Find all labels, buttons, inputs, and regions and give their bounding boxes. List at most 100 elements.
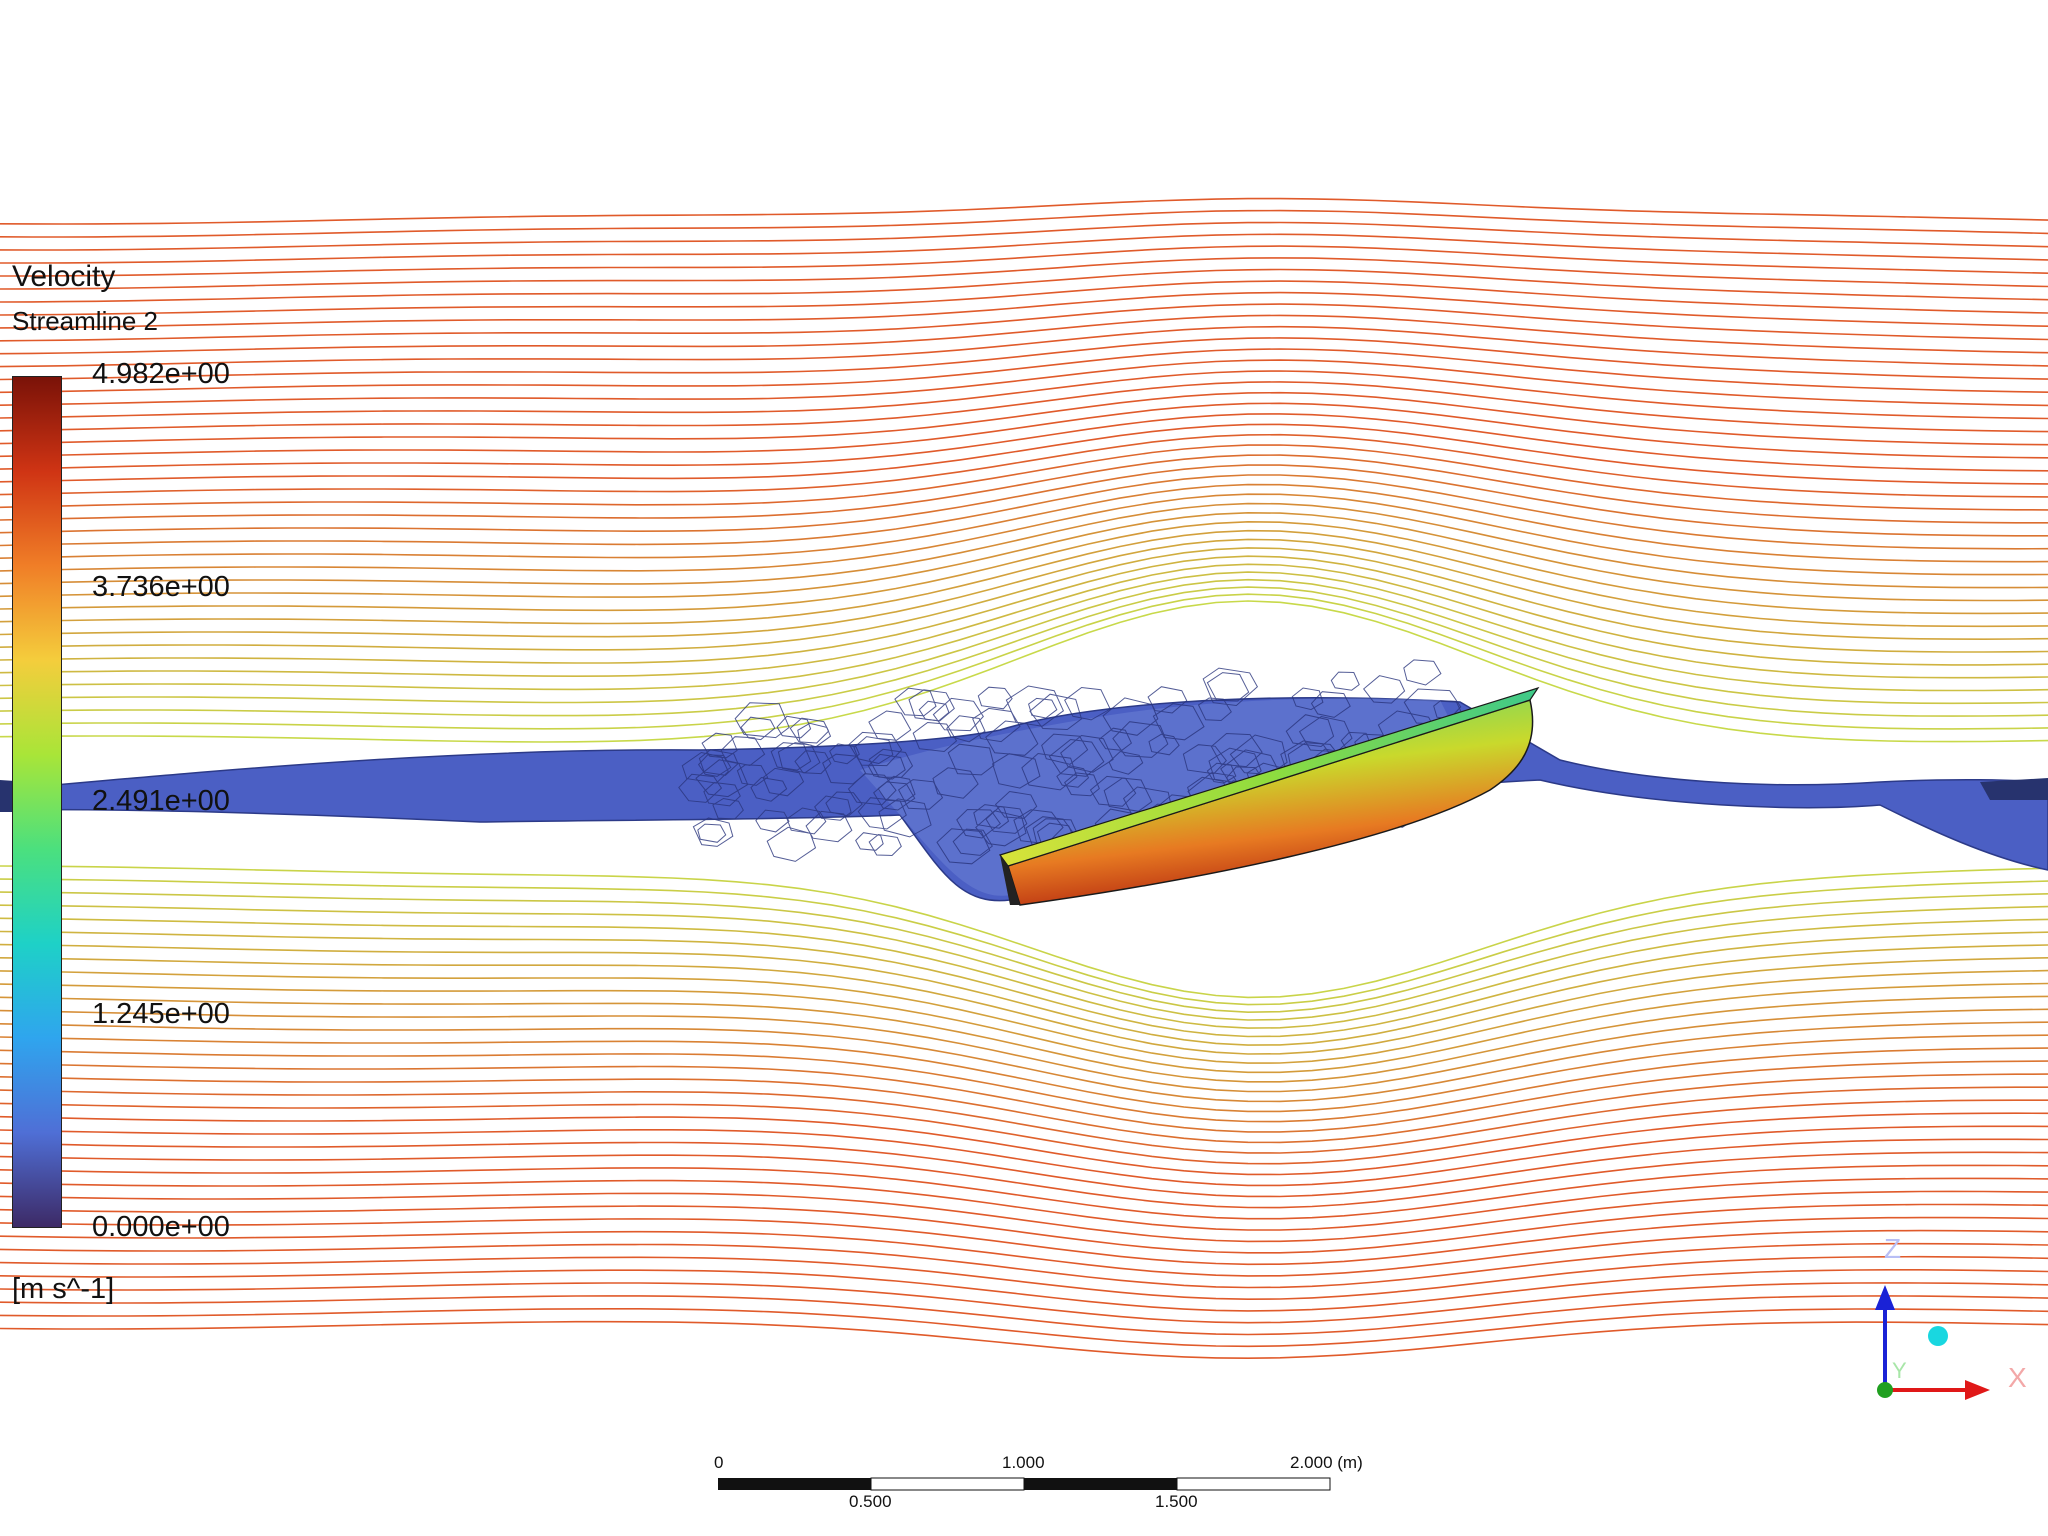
mesh-cell (736, 764, 769, 786)
streamline (0, 957, 2048, 1055)
streamline (0, 1008, 2048, 1093)
mesh-cell (797, 722, 832, 748)
mesh-cell (947, 743, 995, 776)
mesh-cell (740, 716, 776, 741)
streamline (0, 464, 2048, 537)
streamline (0, 1073, 2048, 1144)
streamline (0, 1282, 2048, 1324)
streamline (0, 493, 2048, 576)
mesh-cell (734, 702, 790, 739)
mesh-cell (908, 689, 955, 722)
streamline (0, 1320, 2048, 1360)
mesh-cell (1112, 721, 1169, 758)
mesh-cell (1064, 686, 1111, 721)
streamline (0, 502, 2048, 589)
mesh-cell (701, 732, 738, 759)
mesh-cell (786, 807, 827, 835)
mesh-cell (814, 795, 852, 821)
mesh-cell (848, 731, 903, 767)
legend-tick-4: 1.245e+00 (92, 998, 230, 1030)
mesh-cell (952, 828, 993, 856)
mesh-cell (776, 715, 812, 739)
streamline (0, 483, 2048, 563)
legend-units: [m s^-1] (12, 1273, 115, 1305)
mesh-cell (912, 721, 958, 753)
streamline (0, 423, 2048, 485)
mesh-cell (1330, 671, 1360, 691)
streamline (0, 359, 2048, 407)
mesh-cell (1103, 777, 1153, 812)
mesh-cell (894, 687, 937, 717)
streamline (0, 197, 2048, 225)
streamline (0, 904, 2048, 1021)
streamline (0, 268, 2048, 303)
streamline (0, 538, 2048, 641)
mesh-cell (847, 773, 897, 806)
streamline (0, 547, 2048, 653)
streamline (0, 245, 2048, 277)
mesh-cell (695, 759, 749, 798)
streamline (0, 1203, 2048, 1254)
mesh-cell (992, 753, 1041, 789)
streamline (0, 474, 2048, 550)
streamline (0, 1242, 2048, 1289)
mesh-cell (1206, 672, 1250, 702)
streamline (0, 586, 2048, 717)
streamline (0, 314, 2048, 355)
mesh-cell (678, 773, 723, 803)
streamline (0, 1164, 2048, 1220)
mesh-cell (1182, 744, 1227, 775)
streamline (0, 930, 2048, 1038)
mesh-cell (956, 808, 1001, 839)
streamline (0, 917, 2048, 1029)
mesh-cell (755, 809, 790, 833)
legend-tick-2: 3.736e+00 (92, 571, 230, 603)
mesh-cell (697, 754, 732, 777)
mesh-cell (932, 697, 984, 732)
mesh-cell (766, 826, 817, 862)
streamline (0, 1269, 2048, 1312)
streamline (0, 1151, 2048, 1209)
streamline (0, 982, 2048, 1074)
mesh-cell (1064, 772, 1100, 797)
streamline (0, 402, 2048, 459)
scale-bar (718, 1477, 1331, 1491)
scale-label-1: 1.000 (1002, 1453, 1045, 1472)
mesh-cell (789, 717, 830, 744)
color-bar (12, 376, 62, 1228)
mesh-cell (878, 798, 932, 838)
x-axis-label: X (2008, 1362, 2027, 1393)
mesh-cell (1147, 686, 1188, 714)
streamline (0, 1125, 2048, 1187)
mesh-cell (1028, 697, 1058, 719)
streamline (0, 529, 2048, 628)
mesh-cell (1363, 675, 1406, 704)
mesh-cell (698, 749, 739, 776)
streamline (0, 233, 2048, 264)
streamline (0, 291, 2048, 329)
streamline (0, 325, 2048, 368)
streamline (0, 511, 2048, 602)
mesh-cell (868, 710, 912, 741)
mesh-cell (853, 736, 894, 765)
streamline (0, 600, 2048, 743)
streamline (0, 348, 2048, 394)
legend-subtitle: Streamline 2 (12, 306, 158, 336)
streamline (0, 337, 2048, 381)
streamline (0, 1047, 2048, 1123)
mesh-cell (867, 753, 906, 780)
streamline (0, 381, 2048, 433)
streamline (0, 563, 2048, 679)
streamline (0, 1295, 2048, 1336)
free-surface (0, 659, 2048, 902)
mesh-cell (692, 817, 734, 847)
mesh-cell (1197, 697, 1232, 722)
mesh-cell (770, 742, 812, 771)
mesh-cell (1152, 703, 1205, 741)
streamline (0, 433, 2048, 498)
mesh-cell (897, 779, 944, 810)
streamline (0, 1190, 2048, 1243)
y-axis-label: Y (1892, 1358, 1907, 1383)
streamline (0, 943, 2048, 1046)
